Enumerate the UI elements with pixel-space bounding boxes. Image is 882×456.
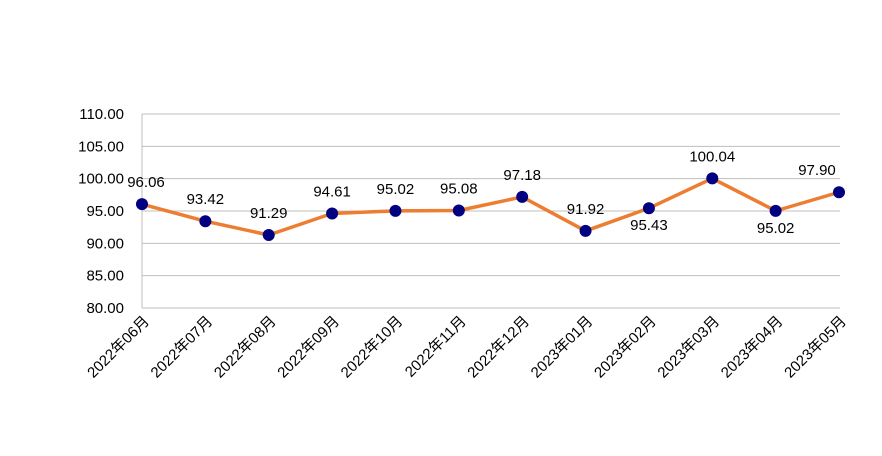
data-point-marker — [136, 198, 148, 211]
data-point-marker — [769, 204, 782, 217]
x-tick-label: 2023年02月 — [591, 313, 660, 382]
y-tick-label: 85.00 — [86, 268, 124, 285]
y-gridlines — [141, 113, 840, 309]
data-label: 91.29 — [250, 205, 288, 222]
y-tick-label: 100.00 — [78, 171, 124, 188]
x-tick-label: 2023年04月 — [718, 313, 787, 382]
data-point-marker — [452, 204, 465, 217]
data-labels: 96.06 93.42 91.29 94.61 95.02 95.08 97.18 91.92… — [127, 148, 836, 236]
y-tick-label: 95.00 — [86, 203, 124, 220]
y-tick-label: 90.00 — [86, 235, 124, 252]
x-tick-label: 2023年05月 — [781, 313, 850, 382]
data-point-marker — [389, 204, 402, 217]
data-label: 93.42 — [187, 191, 225, 208]
data-point-marker — [833, 186, 845, 199]
data-label: 94.61 — [313, 184, 351, 201]
data-point-marker — [579, 224, 592, 237]
x-tick-label: 2022年06月 — [84, 313, 153, 382]
data-label: 96.06 — [127, 174, 165, 191]
data-point-marker — [199, 215, 212, 228]
x-tick-label: 2022年09月 — [274, 313, 343, 382]
y-tick-label: 105.00 — [78, 138, 124, 155]
y-tick-label: 110.00 — [79, 106, 124, 123]
x-tick-label: 2023年01月 — [528, 313, 597, 382]
x-tick-label: 2022年07月 — [148, 313, 217, 382]
x-tick-label: 2022年11月 — [402, 313, 470, 381]
x-tick-label: 2022年08月 — [211, 313, 280, 382]
data-point-marker — [326, 207, 339, 220]
y-axis-tick-labels: 80.00 85.00 90.00 95.00 100.00 105.00 110.00 — [78, 106, 124, 317]
data-label: 100.04 — [689, 148, 735, 165]
x-tick-label: 2022年12月 — [464, 313, 533, 382]
data-point-marker — [642, 202, 655, 215]
data-label: 95.08 — [440, 180, 478, 197]
data-point-marker — [516, 190, 529, 203]
data-label: 95.02 — [757, 220, 795, 237]
data-label: 91.92 — [567, 201, 605, 218]
x-axis-tick-labels: 2022年06月2022年07月2022年08月2022年09月2022年10月… — [84, 313, 850, 382]
series-line — [141, 176, 840, 237]
x-tick-label: 2023年03月 — [654, 313, 723, 382]
data-point-marker — [262, 228, 275, 241]
data-label: 97.90 — [798, 162, 836, 179]
x-tick-label: 2022年10月 — [338, 313, 407, 382]
y-tick-label: 80.00 — [86, 300, 124, 317]
series-markers — [136, 172, 845, 241]
data-label: 95.43 — [630, 217, 668, 234]
data-label: 97.18 — [503, 167, 541, 184]
data-label: 95.02 — [377, 181, 415, 198]
series-polyline — [141, 176, 840, 237]
data-point-marker — [706, 172, 719, 185]
